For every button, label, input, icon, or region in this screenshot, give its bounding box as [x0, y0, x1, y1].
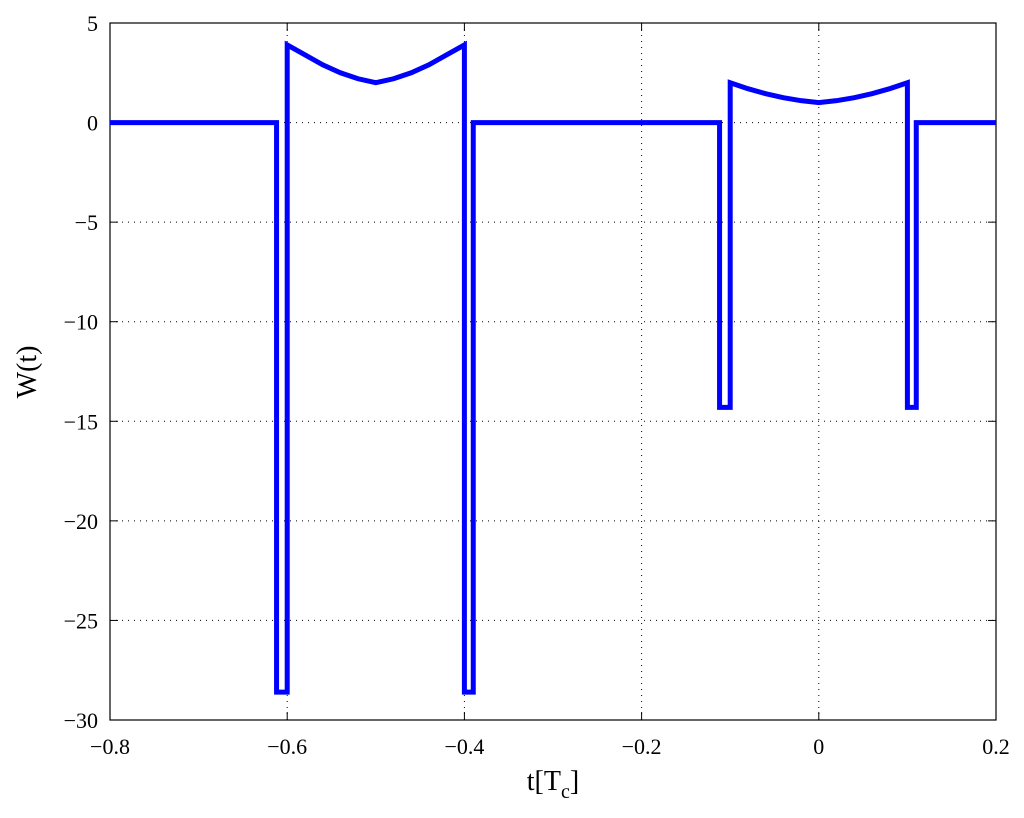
y-tick-label: −20	[64, 509, 98, 534]
x-tick-label: 0	[813, 734, 824, 759]
x-tick-label: 0.2	[982, 734, 1010, 759]
plot-frame	[109, 22, 997, 721]
x-tick-label: −0.2	[622, 734, 662, 759]
y-tick-label: 5	[87, 11, 98, 36]
y-tick-label: −30	[64, 708, 98, 733]
x-label-part: t[T	[527, 766, 561, 797]
x-tick-label: −0.6	[267, 734, 307, 759]
y-tick-label: −15	[64, 409, 98, 434]
y-tick-label: 0	[87, 111, 98, 136]
x-tick-label: −0.4	[444, 734, 484, 759]
y-tick-label: −5	[75, 210, 98, 235]
y-axis-label: W(t)	[12, 346, 43, 399]
y-tick-label: −10	[64, 310, 98, 335]
y-tick-label: −25	[64, 608, 98, 633]
data-line	[110, 40, 996, 695]
x-tick-label: −0.8	[90, 734, 130, 759]
x-axis-label: t[Tc]	[527, 766, 579, 803]
x-label-part: ]	[570, 766, 579, 797]
x-label-subscript: c	[561, 781, 570, 803]
